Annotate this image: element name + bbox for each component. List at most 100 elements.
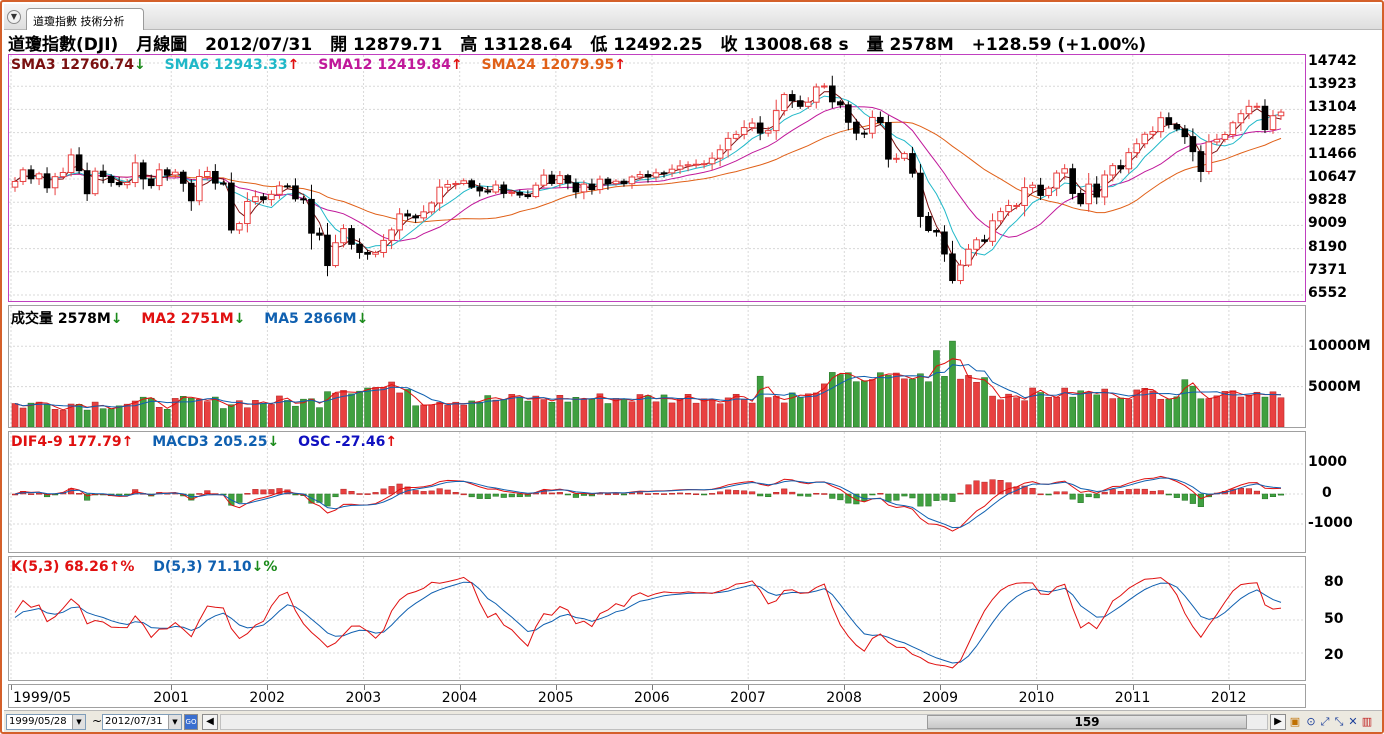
osc-bar (1101, 491, 1108, 495)
volume-bar (1053, 397, 1060, 427)
scrollbar-thumb[interactable]: 159 (927, 715, 1247, 729)
crosshair-icon[interactable]: ✕ (1348, 715, 1358, 728)
osc-bar (933, 493, 940, 501)
candlestick (252, 196, 259, 203)
chevron-down-icon[interactable]: ▼ (7, 10, 21, 24)
macd-chart[interactable] (9, 432, 1305, 552)
candlestick (236, 223, 243, 231)
volume-bar (684, 394, 692, 427)
candlestick (348, 228, 355, 245)
volume-bar (949, 340, 956, 427)
candlestick (684, 164, 692, 167)
macd-chart-panel[interactable]: DIF4-9 177.79↑ MACD3 205.25↓ OSC -27.46↑ (8, 431, 1306, 553)
candlestick (636, 174, 644, 178)
volume-bar (1157, 398, 1165, 427)
osc-bar (1037, 493, 1044, 496)
osc-bar (909, 493, 916, 499)
kd-tick: 50 (1324, 611, 1344, 627)
quote-volume: 量 2578M (866, 35, 954, 55)
volume-bar (660, 394, 668, 427)
zoom-in-icon[interactable]: ⤢ (1320, 715, 1330, 728)
volume-bar (997, 399, 1004, 427)
quote-close: 收 13008.68 s (720, 35, 849, 55)
time-tick-mark (844, 685, 846, 690)
bottom-toolbar: 1999/05/28 ▼ ~ 2012/07/31 ▼ GO ◀ 159 ▶ ▣… (4, 710, 1382, 732)
volume-bar (917, 373, 924, 427)
volume-bar (780, 402, 788, 427)
candlestick (179, 171, 187, 184)
tab-technical-analysis[interactable]: 道瓊指數 技術分析 (26, 8, 144, 30)
volume-chart[interactable] (9, 306, 1305, 427)
candlestick (195, 176, 203, 202)
candlestick (420, 211, 427, 219)
candlestick (772, 110, 780, 132)
volume-bar (1189, 385, 1197, 427)
price-chart-panel[interactable]: SMA3 12760.74↓ SMA6 12943.33↑ SMA12 1241… (8, 54, 1306, 302)
volume-legend-item: 成交量 2578M↓ (11, 311, 123, 327)
candlestick (187, 182, 195, 202)
candlestick (965, 248, 972, 266)
volume-bar (364, 387, 371, 427)
macd-legend: DIF4-9 177.79↑ MACD3 205.25↓ OSC -27.46↑ (11, 434, 411, 450)
osc-bar (1149, 490, 1156, 495)
zoom-icon[interactable]: ⊙ (1306, 715, 1316, 728)
volume-bar (628, 401, 636, 427)
volume-bar (885, 375, 892, 427)
volume-bar (901, 378, 908, 427)
candlestick (1077, 192, 1084, 205)
candlestick (500, 184, 508, 194)
scroll-left-button[interactable]: ◀ (202, 714, 218, 730)
tab-label: 道瓊指數 技術分析 (33, 15, 125, 28)
candlestick (877, 116, 884, 124)
volume-bar (965, 375, 972, 427)
osc-bar (268, 489, 275, 495)
volume-bar (27, 402, 35, 427)
candlestick (107, 176, 115, 184)
scroll-right-button[interactable]: ▶ (1270, 714, 1286, 730)
chevron-down-icon[interactable]: ▼ (72, 715, 85, 729)
volume-bar (1229, 390, 1237, 427)
end-date-select[interactable]: 2012/07/31 ▼ (102, 714, 182, 730)
volume-bar (1197, 398, 1205, 427)
osc-bar (572, 493, 579, 498)
chart-type-icon[interactable]: ▥ (1361, 715, 1373, 728)
osc-bar (1157, 490, 1164, 495)
candlestick (332, 242, 339, 267)
candlestick (396, 213, 403, 231)
chevron-down-icon[interactable]: ▼ (168, 715, 181, 729)
volume-bar (228, 404, 235, 427)
price-chart[interactable] (9, 55, 1305, 301)
candlestick (1069, 168, 1076, 194)
volume-chart-panel[interactable]: 成交量 2578M↓ MA2 2751M↓ MA5 2866M↓ (8, 305, 1306, 428)
osc-bar (1173, 493, 1180, 498)
candlestick (19, 169, 27, 182)
osc-bar (1053, 491, 1060, 495)
candlestick (588, 183, 596, 191)
candlestick (1165, 117, 1173, 126)
time-scrollbar[interactable]: 159 (220, 714, 1268, 730)
osc-bar (1077, 493, 1084, 503)
candlestick (732, 133, 740, 139)
time-tick-label: 2012 (1210, 690, 1247, 706)
osc-bar (644, 493, 652, 495)
start-date-select[interactable]: 1999/05/28 ▼ (6, 714, 86, 730)
volume-bar (1245, 394, 1253, 427)
price-tick: 6552 (1308, 285, 1347, 301)
volume-bar (396, 392, 403, 427)
highlight-icon[interactable]: ▣ (1289, 715, 1301, 728)
zoom-out-icon[interactable]: ⤡ (1334, 715, 1344, 728)
time-tick-mark (267, 685, 269, 690)
osc-bar (412, 490, 419, 495)
candlestick (1029, 184, 1036, 189)
kd-chart-panel[interactable]: K(5,3) 68.26↑% D(5,3) 71.10↓% (8, 556, 1306, 681)
candlestick (828, 85, 836, 103)
osc-bar (901, 493, 908, 497)
candlestick (27, 169, 35, 180)
macd-line (14, 477, 1282, 529)
candlestick (1117, 165, 1125, 170)
osc-bar (620, 493, 628, 496)
apply-range-icon[interactable]: GO (184, 714, 198, 730)
osc-bar (837, 493, 844, 501)
kd-chart[interactable] (9, 557, 1305, 680)
